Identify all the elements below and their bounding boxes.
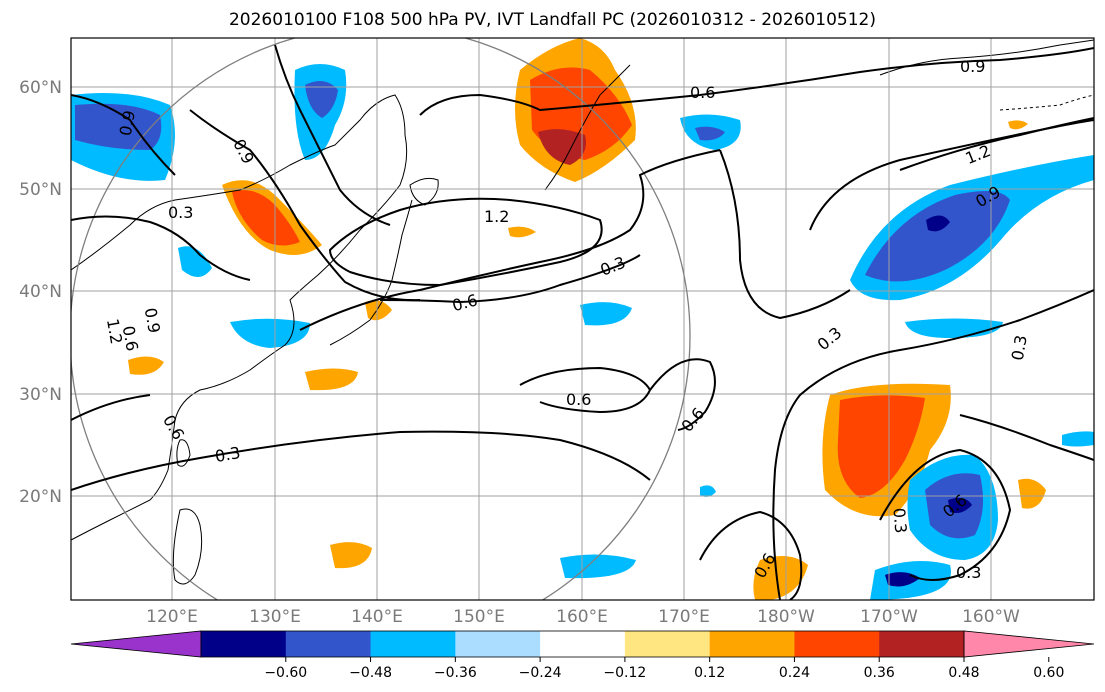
contour-label: 0.9 — [141, 306, 164, 334]
pv-contours — [71, 44, 1094, 600]
colorbar-tick-label: 0.24 — [779, 665, 810, 681]
graticule — [71, 38, 1094, 600]
colorbar-tick-label: 0.12 — [694, 665, 725, 681]
colorbar-frame — [200, 630, 965, 658]
contour-0.3-se — [772, 289, 1094, 600]
lat-label: 30°N — [19, 385, 62, 405]
contour-0.3-se2 — [879, 448, 1012, 581]
contour-0.9-b — [189, 109, 421, 302]
colorbar-tick-label: 0.48 — [948, 665, 979, 681]
contour-label: 0.9 — [960, 57, 985, 76]
contour-0.9-west — [71, 94, 176, 176]
lat-label: 50°N — [19, 180, 62, 200]
latitude-labels: 60°N 50°N 40°N 30°N 20°N — [19, 78, 62, 507]
map-title: 2026010100 F108 500 hPa PV, IVT Landfall… — [228, 10, 876, 30]
kamchatka-coastline — [544, 64, 631, 191]
lon-label: 180°W — [757, 607, 815, 627]
colorbar-cell — [455, 631, 541, 657]
contour-label: 1.2 — [103, 317, 126, 345]
colorbar-cell — [370, 631, 456, 657]
contour-label: 0.3 — [889, 507, 910, 534]
contour-0.3-mid — [299, 149, 721, 331]
lon-label: 150°E — [453, 607, 505, 627]
aleutian-islands — [999, 94, 1094, 111]
contour-label: 0.6 — [566, 390, 591, 409]
colorbar-tick-label: −0.48 — [349, 665, 392, 681]
contour-0.6-north — [419, 47, 1094, 116]
asia-coastline — [71, 94, 408, 541]
contour-label: 0.3 — [213, 443, 241, 466]
colorbar-cell — [879, 631, 965, 657]
colorbar-extend-min — [70, 630, 202, 658]
colorbar-cell — [540, 631, 626, 657]
lon-label: 160°W — [962, 607, 1020, 627]
taiwan-coastline — [176, 439, 191, 467]
coastlines — [71, 39, 1094, 585]
contour-label: 0.3 — [1008, 334, 1031, 362]
lon-label: 170°E — [658, 607, 710, 627]
colorbar-cell — [201, 631, 287, 657]
colorbar-tick-label: −0.12 — [603, 665, 646, 681]
colorbar-cell — [794, 631, 880, 657]
shade-neg-sea-japan — [230, 318, 310, 348]
contour-0.3-east — [719, 149, 851, 320]
colorbar-cell — [709, 631, 795, 657]
contour-label: 1.2 — [484, 207, 509, 226]
colorbar-ticks: −0.60 −0.48 −0.36 −0.24 −0.12 0.12 0.24 0.36 0.4… — [264, 657, 1064, 681]
contour-label: 0.3 — [168, 203, 193, 222]
contour-0.6-mid — [379, 254, 641, 304]
contour-0.6-se — [699, 510, 803, 600]
map-frame — [70, 37, 1095, 601]
lon-label: 130°E — [249, 607, 301, 627]
colorbar-tick-label: 0.60 — [1033, 665, 1064, 681]
colorbar-cell — [285, 631, 372, 657]
contour-label: 0.9 — [116, 109, 139, 137]
lon-label: 160°E — [556, 607, 608, 627]
contour-0.9-c — [274, 44, 391, 226]
colorbar-cells — [70, 630, 1095, 658]
contour-0.3-lower — [71, 430, 651, 491]
lon-label: 170°W — [860, 607, 918, 627]
contour-0.3-right — [959, 414, 1094, 461]
colorbar-tick-label: −0.24 — [519, 665, 562, 681]
contour-label: 0.6 — [119, 324, 142, 352]
colorbar: −0.60 −0.48 −0.36 −0.24 −0.12 0.12 0.24 0.36 0.4… — [70, 630, 1095, 681]
lat-label: 40°N — [19, 282, 62, 302]
contour-0.6-lower-a — [71, 394, 151, 421]
colorbar-extend-max — [963, 630, 1095, 658]
colorbar-cell — [624, 631, 711, 657]
contour-0.3-west — [71, 215, 251, 281]
lon-label: 120°E — [146, 607, 198, 627]
hokkaido-coastline — [409, 177, 439, 206]
contour-1.2-east — [899, 117, 1094, 171]
focus-circle — [71, 38, 691, 600]
colorbar-tick-label: −0.36 — [434, 665, 477, 681]
lat-label: 60°N — [19, 78, 62, 98]
colorbar-tick-label: −0.60 — [264, 665, 307, 681]
contour-0.6-lower-c — [649, 358, 716, 431]
longitude-labels: 120°E 130°E 140°E 150°E 160°E 170°E 180°… — [146, 607, 1020, 627]
contour-1.2 — [328, 197, 603, 287]
contour-label: 0.6 — [690, 83, 715, 102]
japan-coastline — [329, 199, 413, 346]
alaska-coastline — [879, 39, 1094, 76]
lat-label: 20°N — [19, 487, 62, 507]
philippines-coastline — [172, 508, 203, 585]
lon-label: 140°E — [351, 607, 403, 627]
colorbar-tick-label: 0.36 — [864, 665, 895, 681]
contour-label: 0.3 — [956, 563, 981, 582]
